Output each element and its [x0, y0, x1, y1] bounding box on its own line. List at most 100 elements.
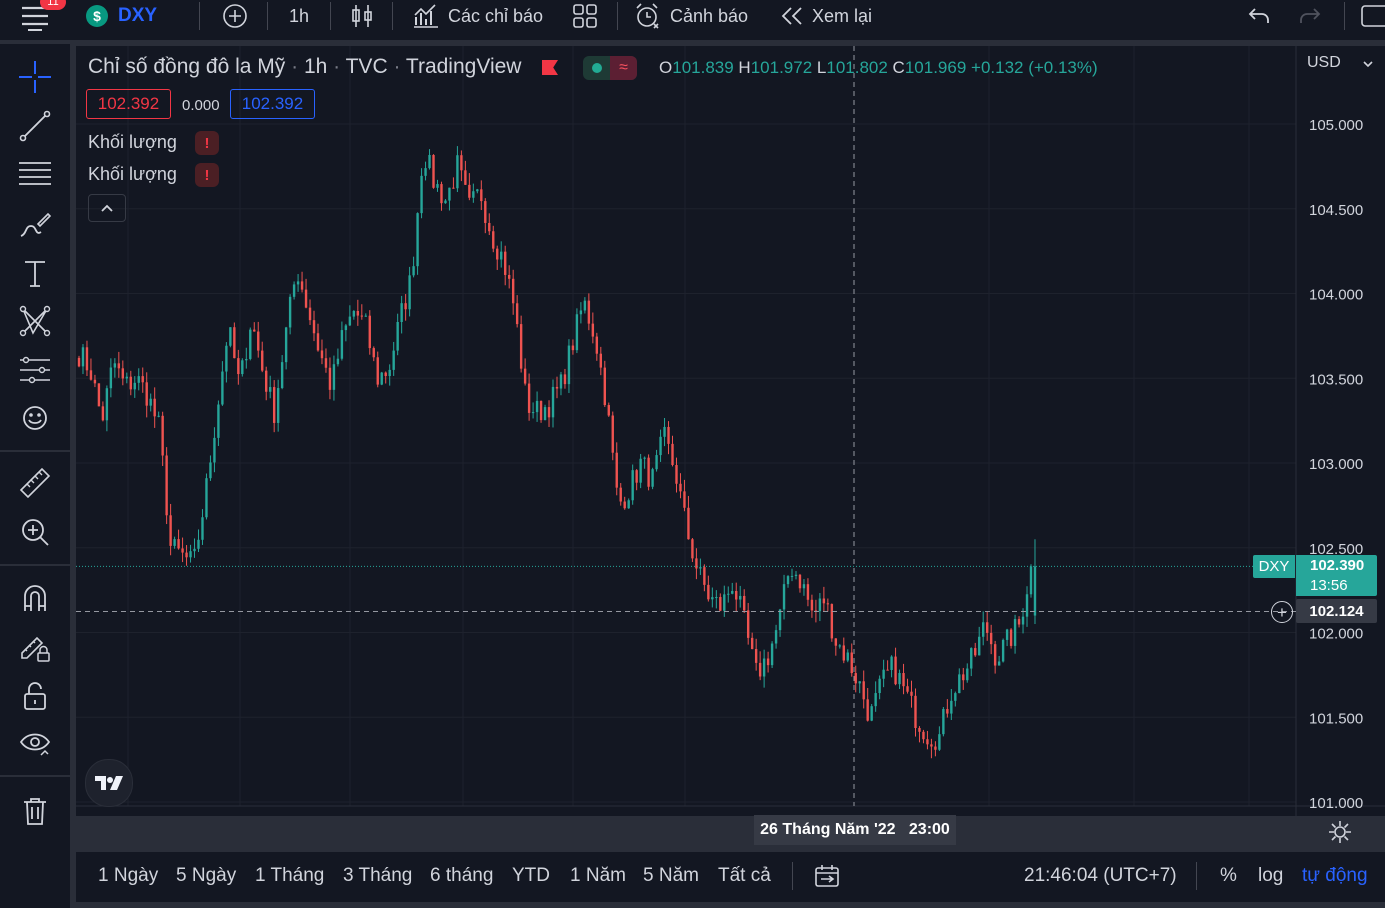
- currency-label[interactable]: USD: [1307, 54, 1341, 71]
- replay-button[interactable]: Xem lại: [780, 0, 872, 32]
- range-button[interactable]: 5 Ngày: [176, 865, 237, 886]
- candle-body: [161, 415, 164, 456]
- candle-body: [428, 154, 431, 169]
- ruler-tool[interactable]: [16, 464, 54, 502]
- chart-type-button[interactable]: [351, 0, 373, 32]
- redo-button[interactable]: [1298, 0, 1322, 32]
- toolbar-divider: [617, 2, 618, 30]
- trend-line-tool[interactable]: [16, 107, 54, 145]
- text-icon: [25, 261, 45, 287]
- layout-button[interactable]: [572, 0, 598, 32]
- sell-price-button[interactable]: 102.392: [86, 89, 171, 119]
- lock-drawing-tool[interactable]: [16, 628, 54, 666]
- lock-icon: [24, 682, 46, 710]
- candle-body: [858, 681, 861, 684]
- candle-body: [523, 368, 527, 384]
- candle-body: [591, 323, 595, 337]
- warning-icon[interactable]: !: [195, 163, 219, 187]
- magnet-tool[interactable]: [16, 579, 54, 617]
- buy-price-button[interactable]: 102.392: [230, 89, 315, 119]
- add-alert-at-price-button[interactable]: +: [1271, 601, 1293, 623]
- candle-body: [133, 382, 136, 390]
- candle-body: [587, 300, 591, 324]
- range-button[interactable]: Tất cả: [718, 865, 771, 886]
- candle-body: [89, 370, 93, 380]
- candle-body: [615, 452, 618, 488]
- candle-body: [348, 316, 352, 326]
- candle-body: [727, 593, 730, 595]
- text-tool[interactable]: [16, 254, 54, 292]
- clock-timezone[interactable]: 21:46:04 (UTC+7): [1024, 865, 1177, 886]
- compare-symbol-button[interactable]: [222, 0, 248, 32]
- legend-title-row[interactable]: Chỉ số đồng đô la Mỹ · 1h · TVC · Tradin…: [88, 55, 521, 79]
- candle-body: [173, 539, 176, 546]
- candle-body: [217, 404, 220, 438]
- candle-body: [1017, 619, 1021, 625]
- close-value: 101.969: [904, 58, 967, 77]
- fullscreen-button[interactable]: [1360, 0, 1385, 32]
- lock-all-tool[interactable]: [16, 677, 54, 715]
- legend-exchange: TVC: [345, 55, 388, 78]
- candle-body: [954, 693, 957, 701]
- crosshair-tool[interactable]: [16, 58, 54, 96]
- flag-icon[interactable]: [542, 60, 558, 75]
- goto-date-button[interactable]: [814, 852, 840, 900]
- tv-logo[interactable]: [85, 759, 133, 807]
- emoji-icon: [23, 406, 47, 430]
- market-status[interactable]: ≈: [583, 56, 637, 80]
- candle-body: [515, 303, 519, 325]
- alerts-button[interactable]: Cảnh báo: [634, 0, 748, 32]
- log-scale-toggle[interactable]: log: [1258, 865, 1284, 886]
- candle-body: [531, 412, 535, 414]
- interval-button[interactable]: 1h: [289, 5, 310, 26]
- candle-body: [882, 669, 885, 679]
- fib-tool[interactable]: [16, 155, 54, 193]
- pattern-tool[interactable]: [16, 302, 54, 340]
- low-value: 101.802: [826, 58, 888, 77]
- collapse-legend-button[interactable]: [88, 194, 126, 222]
- notification-badge: 11: [40, 0, 66, 10]
- range-button[interactable]: YTD: [512, 865, 550, 886]
- candle-body: [619, 487, 622, 502]
- chart-pane[interactable]: 105.000 104.500 104.000 103.500 103.000 102.5…: [76, 46, 1385, 845]
- range-button[interactable]: 5 Năm: [643, 865, 699, 886]
- chevron-down-icon[interactable]: [1362, 60, 1374, 68]
- candle-body: [942, 709, 945, 735]
- range-button[interactable]: 1 Năm: [570, 865, 626, 886]
- candle-body: [659, 436, 662, 456]
- candle-body: [627, 500, 630, 509]
- hide-drawings-tool[interactable]: [16, 725, 54, 763]
- undo-button[interactable]: [1247, 0, 1271, 32]
- range-button[interactable]: 1 Ngày: [98, 865, 159, 886]
- indicators-button[interactable]: Các chỉ báo: [412, 0, 543, 32]
- range-button[interactable]: 1 Tháng: [255, 865, 325, 886]
- candle-body: [938, 734, 941, 750]
- brush-tool[interactable]: [16, 206, 54, 244]
- change-value: +0.132 (+0.13%): [971, 58, 1098, 77]
- candle-body: [368, 315, 371, 349]
- volume-study-label[interactable]: Khối lượng: [88, 132, 177, 152]
- range-button[interactable]: 3 Tháng: [343, 865, 413, 886]
- candle-body: [1005, 629, 1009, 640]
- price-chart[interactable]: 105.000 104.500 104.000 103.500 103.000 102.5…: [76, 46, 1385, 816]
- forecast-tool[interactable]: [16, 351, 54, 389]
- percent-scale-toggle[interactable]: %: [1220, 865, 1237, 886]
- candle-body: [810, 599, 814, 611]
- settings-button[interactable]: [1328, 820, 1352, 844]
- warning-icon[interactable]: !: [195, 131, 219, 155]
- range-button[interactable]: 6 tháng: [430, 865, 494, 886]
- candle-body: [1009, 629, 1013, 646]
- candle-body: [782, 584, 786, 610]
- candle-body: [511, 278, 515, 304]
- brush-icon: [20, 212, 52, 237]
- candle-body: [667, 426, 670, 444]
- remove-drawings-tool[interactable]: [16, 792, 54, 830]
- candle-body: [288, 296, 292, 328]
- volume-study-label[interactable]: Khối lượng: [88, 164, 177, 184]
- candle-body: [257, 331, 260, 351]
- auto-scale-toggle[interactable]: tự động: [1302, 865, 1368, 886]
- symbol-search-button[interactable]: $ DXY: [86, 0, 157, 32]
- zoom-tool[interactable]: [16, 513, 54, 551]
- bar-countdown: 13:56: [1310, 577, 1348, 594]
- emoji-tool[interactable]: [16, 399, 54, 437]
